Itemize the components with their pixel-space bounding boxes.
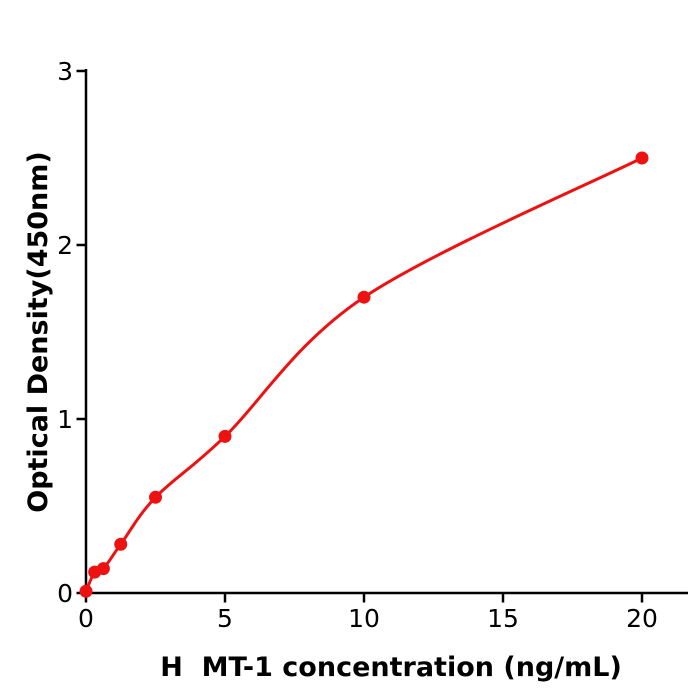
data-point xyxy=(357,290,371,304)
x-axis-tick-labels: 0 5 10 15 20 xyxy=(78,604,658,633)
y-axis-ticks xyxy=(76,69,86,595)
y-tick-label: 0 xyxy=(57,579,73,608)
fit-curve xyxy=(84,156,644,593)
x-tick-label: 20 xyxy=(626,604,658,633)
data-point xyxy=(114,537,128,551)
data-point xyxy=(218,429,232,443)
data-point xyxy=(149,490,162,504)
data-point xyxy=(96,562,110,576)
y-axis-title: Optical Density(450nm) xyxy=(23,151,54,513)
y-tick-label: 3 xyxy=(57,57,73,86)
y-tick-label: 1 xyxy=(57,405,73,434)
data-point xyxy=(635,151,649,165)
x-tick-label: 10 xyxy=(348,604,380,633)
x-axis-title: H MT-1 concentration (ng/mL) xyxy=(160,652,622,683)
x-tick-label: 15 xyxy=(487,604,519,633)
data-point xyxy=(79,584,93,598)
x-tick-label: 0 xyxy=(78,604,94,633)
y-tick-label: 2 xyxy=(57,231,73,260)
data-points xyxy=(79,151,649,598)
x-tick-label: 5 xyxy=(217,604,233,633)
y-axis-tick-labels: 0 1 2 3 xyxy=(57,57,73,608)
x-axis-ticks xyxy=(84,593,644,603)
